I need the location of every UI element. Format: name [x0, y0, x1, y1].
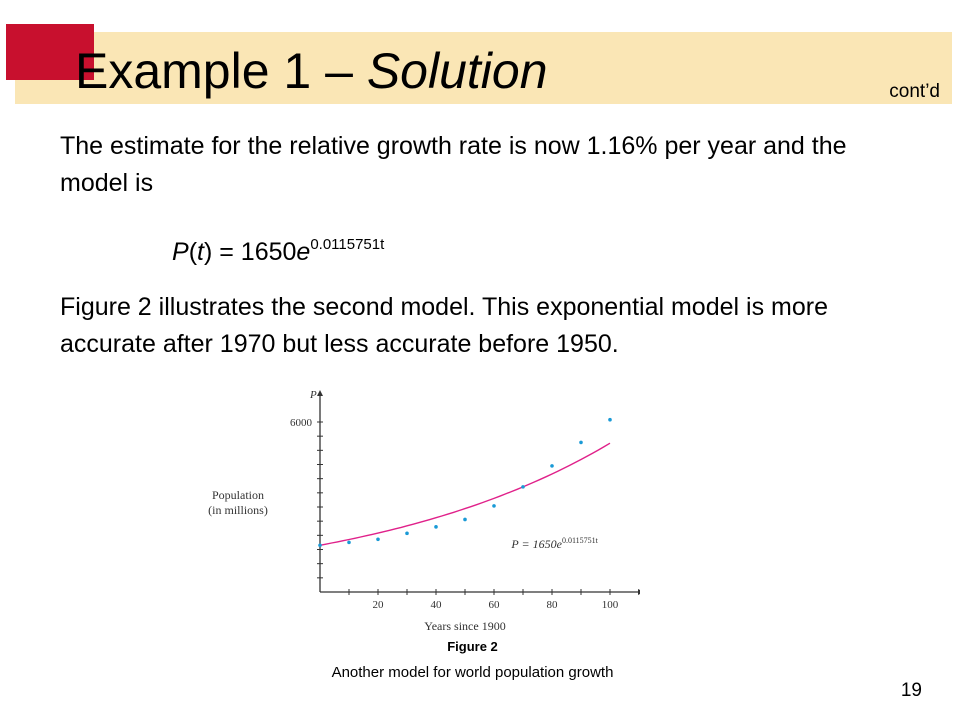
x-tick-label: 100: [602, 599, 619, 611]
figure-subcaption: Another model for world population growt…: [331, 664, 614, 681]
y-axis-label: (in millions): [208, 503, 268, 517]
x-axis-label: Years since 1900: [424, 619, 505, 633]
x-tick-label: 20: [373, 599, 385, 611]
title-band: [15, 32, 952, 104]
x-tick-label: 60: [489, 599, 501, 611]
paragraph-growth-rate: The estimate for the relative growth rat…: [60, 132, 847, 197]
formula-close: ) = 1650: [203, 238, 297, 266]
figure-2-chart: 20 40 60 80 100 6000 P Population (in millions) Y…: [190, 382, 640, 638]
data-point: [347, 540, 351, 545]
slide-title: Example 1 – Solution: [75, 40, 548, 102]
population-chart-svg: 20 40 60 80 100 6000 P Population(in millions) Y…: [208, 389, 640, 633]
title-italic: Solution: [366, 43, 548, 99]
model-label-exponent: 0.0115751t: [562, 536, 599, 545]
formula-open: (: [188, 238, 198, 266]
title-main: Example 1 –: [75, 43, 367, 99]
y-axis-label: Population: [212, 488, 264, 502]
model-label: P = 1650e0.0115751t: [510, 536, 598, 551]
data-point: [318, 543, 322, 548]
y-axis-arrow: [317, 390, 323, 396]
model-curve: [319, 442, 611, 546]
page-number: 19: [900, 680, 922, 701]
data-point: [579, 440, 583, 445]
data-point: [405, 531, 409, 536]
x-tick-label: 80: [547, 599, 559, 611]
data-point: [521, 485, 525, 489]
data-point: [492, 504, 496, 508]
model-formula: P(t) = 1650e0.0115751t: [172, 226, 384, 271]
formula-t: t: [197, 238, 204, 266]
x-axis-arrow: [638, 589, 640, 595]
formula-exponent: 0.0115751t: [310, 236, 385, 253]
title-accent-square: [6, 24, 94, 80]
model-label-base: P = 1650e: [510, 537, 562, 551]
figure-caption: Figure 2: [447, 639, 498, 654]
y-tick-label: 6000: [290, 417, 313, 429]
data-point: [376, 537, 380, 542]
data-point: [608, 417, 612, 422]
data-point: [463, 517, 467, 522]
paragraph-figure-description: Figure 2 illustrates the second model. T…: [60, 293, 828, 358]
data-point: [550, 464, 554, 468]
data-point: [434, 525, 438, 529]
y-axis-symbol: P: [309, 389, 317, 401]
formula-p: P: [172, 238, 189, 266]
x-tick-label: 40: [431, 599, 443, 611]
formula-e: e: [296, 238, 311, 266]
continued-label: cont’d: [889, 81, 940, 102]
